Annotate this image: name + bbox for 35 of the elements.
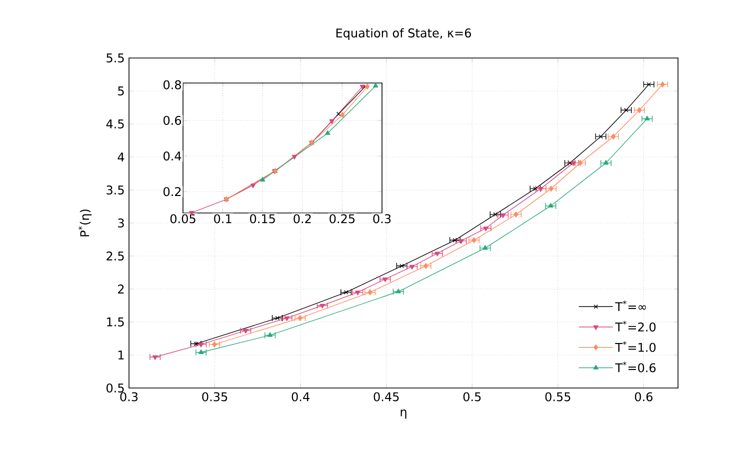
- x-tick-label: 0.45: [374, 392, 399, 402]
- y-tick-label: 2.5: [106, 251, 124, 261]
- y-tick-label: 4.5: [106, 120, 124, 128]
- x-tick-label: 0.05: [170, 214, 196, 224]
- chart-title: Equation of State, κ=6: [336, 28, 471, 40]
- y-tick-label: 0.8: [164, 80, 181, 90]
- y-tick-label: 1.5: [107, 318, 124, 326]
- y-tick-label: 1: [118, 350, 124, 360]
- y-tick-label: 0.6: [164, 116, 182, 125]
- x-tick-label: 0.35: [202, 392, 228, 402]
- x-tick-label: 0.3: [373, 214, 391, 224]
- legend-label: T$^{*}$=2.0: [615, 320, 656, 332]
- y-tick-label: 5: [118, 86, 124, 96]
- legend-label: T$^{*}$=0.6: [615, 362, 656, 372]
- y-tick-label: 2: [118, 284, 124, 294]
- y-tick-label: 0.5: [106, 383, 124, 393]
- x-tick-label: 0.15: [250, 214, 275, 224]
- y-tick-label: 0.2: [164, 187, 181, 196]
- y-axis-title: P$^{*}$(η): [78, 210, 92, 236]
- x-tick-label: 0.1: [214, 214, 232, 224]
- y-tick-label: 3.5: [106, 185, 124, 195]
- x-axis-title: η: [400, 409, 406, 419]
- x-tick-label: 0.55: [545, 392, 570, 402]
- x-tick-label: 0.6: [634, 392, 652, 402]
- y-tick-label: 4: [118, 152, 124, 162]
- y-tick-label: 0.4: [164, 151, 182, 161]
- x-tick-label: 0.5: [463, 392, 481, 402]
- x-tick-label: 0.3: [120, 392, 138, 402]
- x-tick-label: 0.25: [330, 214, 355, 224]
- y-tick-label: 3: [118, 218, 124, 228]
- y-tick-label: 5.5: [106, 54, 124, 62]
- x-tick-label: 0.4: [292, 392, 310, 402]
- legend-label: T$^{*}$=∞: [615, 300, 646, 312]
- x-tick-label: 0.2: [294, 214, 311, 224]
- legend-label: T$^{*}$=1.0: [615, 341, 656, 352]
